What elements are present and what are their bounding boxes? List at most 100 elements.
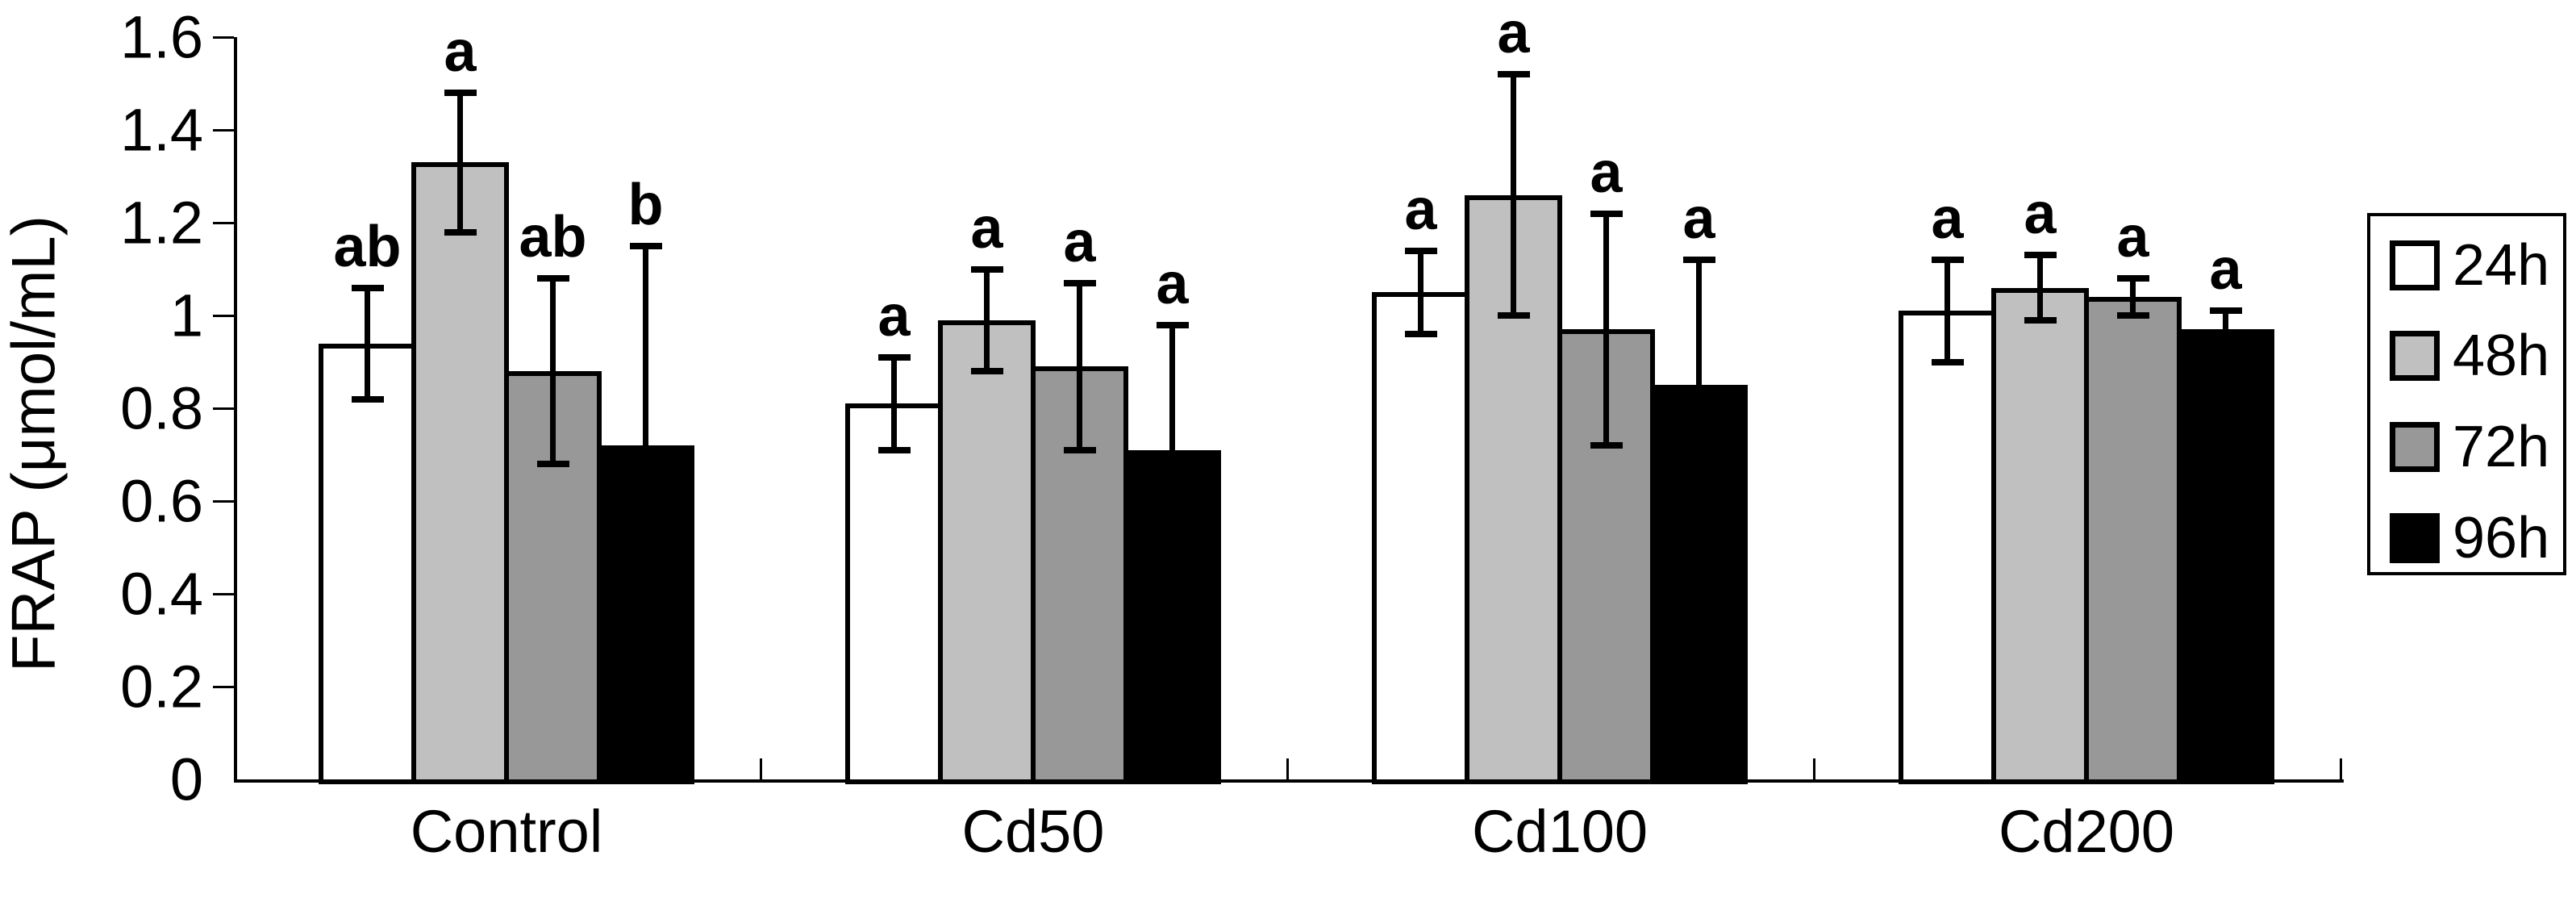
y-axis-tick-label: 0.8 [120, 374, 203, 442]
y-axis-tick-label: 0.6 [120, 467, 203, 535]
significance-letter-96h-Control: b [627, 172, 664, 237]
category-boundary-tick [759, 758, 762, 779]
legend: 24h 48h 72h 96h [2367, 213, 2566, 575]
legend-label-96h: 96h [2453, 506, 2550, 570]
error-bar-cap-top-96h-Cd50 [1156, 321, 1189, 328]
error-bar-cap-top-24h-Cd200 [1931, 257, 1964, 263]
y-axis-tick [213, 221, 234, 224]
error-bar-cap-top-72h-Control [536, 275, 569, 282]
x-axis-category-label: Cd200 [1998, 798, 2175, 865]
significance-letter-72h-Cd200: a [2116, 205, 2149, 269]
significance-letter-24h-Cd200: a [1931, 186, 1964, 251]
y-axis-tick-label: 1.2 [120, 189, 203, 257]
legend-label-48h: 48h [2453, 324, 2550, 388]
legend-label-24h: 24h [2453, 233, 2550, 298]
error-bar-cap-bottom-24h-Cd100 [1404, 331, 1437, 337]
error-bar-cap-bottom-24h-Cd200 [1931, 358, 1964, 365]
error-bar-cap-bottom-96h-Cd100 [1682, 507, 1715, 514]
y-axis-tick [213, 499, 234, 503]
error-bar-stem-96h-Cd200 [2223, 311, 2228, 349]
significance-letter-96h-Cd200: a [2209, 237, 2242, 303]
x-axis-category-label: Control [410, 798, 603, 865]
error-bar-stem-24h-Control [365, 287, 370, 399]
bar-48h-Cd200 [1991, 287, 2089, 784]
significance-letter-72h-Control: ab [519, 205, 587, 269]
bar-48h-Cd50 [938, 320, 1036, 784]
legend-swatch-96h [2390, 513, 2440, 563]
error-bar-stem-24h-Cd50 [891, 357, 897, 450]
error-bar-cap-top-72h-Cd50 [1063, 279, 1096, 286]
error-bar-cap-bottom-72h-Control [536, 461, 569, 467]
legend-item-24h: 24h [2390, 233, 2549, 298]
significance-letter-24h-Control: ab [333, 214, 402, 279]
error-bar-cap-top-48h-Cd200 [2024, 252, 2057, 259]
significance-letter-96h-Cd100: a [1682, 186, 1715, 251]
significance-letter-72h-Cd100: a [1590, 140, 1623, 205]
bar-24h-Cd200 [1899, 311, 1996, 784]
significance-letter-48h-Cd200: a [2024, 182, 2057, 247]
error-bar-stem-72h-Cd200 [2130, 278, 2136, 315]
category-boundary-tick [2339, 758, 2342, 779]
error-bar-cap-top-96h-Cd100 [1682, 257, 1715, 263]
error-bar-stem-72h-Control [550, 278, 556, 464]
category-boundary-tick [1812, 758, 1815, 779]
y-axis-tick-label: 0 [169, 746, 203, 813]
error-bar-cap-top-96h-Cd200 [2209, 307, 2242, 315]
error-bar-cap-bottom-96h-Cd200 [2209, 345, 2242, 352]
error-bar-cap-top-24h-Control [351, 284, 384, 291]
legend-item-48h: 48h [2390, 324, 2549, 388]
legend-swatch-48h [2390, 331, 2440, 381]
error-bar-cap-bottom-24h-Control [351, 395, 384, 403]
y-axis-tick-label: 1.4 [120, 96, 203, 164]
bar-96h-Cd100 [1650, 385, 1748, 784]
error-bar-stem-48h-Control [457, 93, 463, 232]
y-axis-tick [213, 36, 234, 39]
error-bar-cap-bottom-48h-Control [444, 228, 477, 236]
bar-24h-Control [319, 343, 416, 784]
y-axis-tick-label: 0.4 [120, 560, 203, 628]
error-bar-cap-bottom-72h-Cd100 [1590, 442, 1623, 449]
y-axis-tick [213, 407, 234, 410]
error-bar-cap-bottom-72h-Cd50 [1063, 446, 1096, 453]
plot-area [234, 37, 2344, 783]
y-axis-tick-label: 0.2 [120, 653, 203, 720]
bar-96h-Cd200 [2177, 329, 2274, 784]
significance-letter-24h-Cd100: a [1404, 177, 1437, 242]
legend-swatch-24h [2390, 240, 2440, 290]
legend-item-96h: 96h [2390, 506, 2549, 570]
error-bar-cap-top-48h-Cd50 [970, 265, 1003, 273]
error-bar-stem-48h-Cd50 [984, 269, 990, 371]
error-bar-cap-bottom-48h-Cd100 [1497, 312, 1530, 319]
error-bar-cap-top-48h-Cd100 [1497, 71, 1530, 77]
bar-24h-Cd100 [1372, 292, 1469, 784]
error-bar-cap-top-72h-Cd100 [1590, 210, 1623, 217]
y-axis-tick [213, 685, 234, 688]
error-bar-cap-top-24h-Cd50 [877, 353, 911, 361]
y-axis-tick-label: 1 [169, 282, 203, 349]
error-bar-stem-72h-Cd100 [1603, 213, 1609, 445]
error-bar-cap-bottom-96h-Control [629, 641, 662, 649]
bar-48h-Control [411, 162, 509, 784]
legend-swatch-72h [2390, 422, 2440, 472]
error-bar-cap-bottom-96h-Cd50 [1156, 572, 1189, 578]
y-axis-tick-label: 1.6 [120, 3, 203, 71]
category-boundary-tick [1286, 758, 1289, 779]
error-bar-cap-top-72h-Cd200 [2116, 275, 2149, 282]
error-bar-cap-bottom-48h-Cd200 [2024, 316, 2057, 324]
significance-letter-72h-Cd50: a [1063, 209, 1096, 274]
x-axis-category-label: Cd50 [961, 798, 1105, 865]
legend-item-72h: 72h [2390, 415, 2549, 479]
error-bar-cap-top-96h-Control [629, 242, 662, 249]
error-bar-stem-96h-Cd100 [1696, 260, 1702, 511]
error-bar-cap-bottom-72h-Cd200 [2116, 312, 2149, 319]
error-bar-cap-bottom-48h-Cd50 [970, 368, 1003, 374]
significance-letter-48h-Control: a [444, 19, 477, 84]
legend-label-72h: 72h [2453, 415, 2550, 479]
y-axis-tick [213, 592, 234, 595]
significance-letter-96h-Cd50: a [1156, 251, 1189, 316]
error-bar-stem-96h-Control [643, 245, 648, 645]
y-axis-tick [213, 128, 234, 132]
error-bar-cap-top-24h-Cd100 [1404, 247, 1437, 254]
error-bar-stem-24h-Cd200 [1945, 260, 1950, 362]
